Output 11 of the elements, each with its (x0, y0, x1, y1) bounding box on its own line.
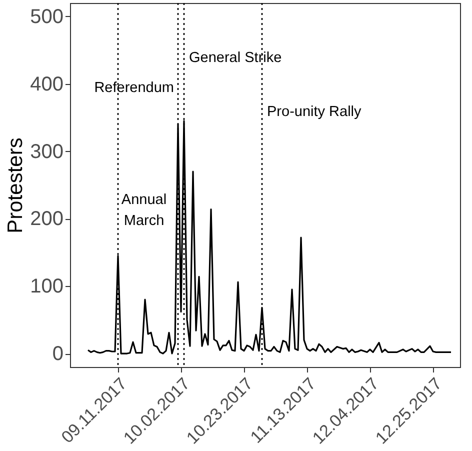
y-tick-label: 500 (30, 6, 64, 28)
y-tick-label: 400 (30, 73, 64, 96)
y-axis-title: Protesters (4, 138, 28, 234)
ref-line-label: Referendum (94, 80, 174, 96)
y-tick-label: 300 (30, 140, 64, 163)
ref-line-label: Pro-unity Rally (267, 104, 362, 120)
y-tick-label: 200 (30, 208, 64, 230)
ref-line-label: Annual March (121, 192, 167, 229)
y-tick-label: 100 (30, 276, 64, 298)
y-tick-label: 0 (52, 343, 64, 366)
ref-line-label: General Strike (189, 50, 282, 66)
